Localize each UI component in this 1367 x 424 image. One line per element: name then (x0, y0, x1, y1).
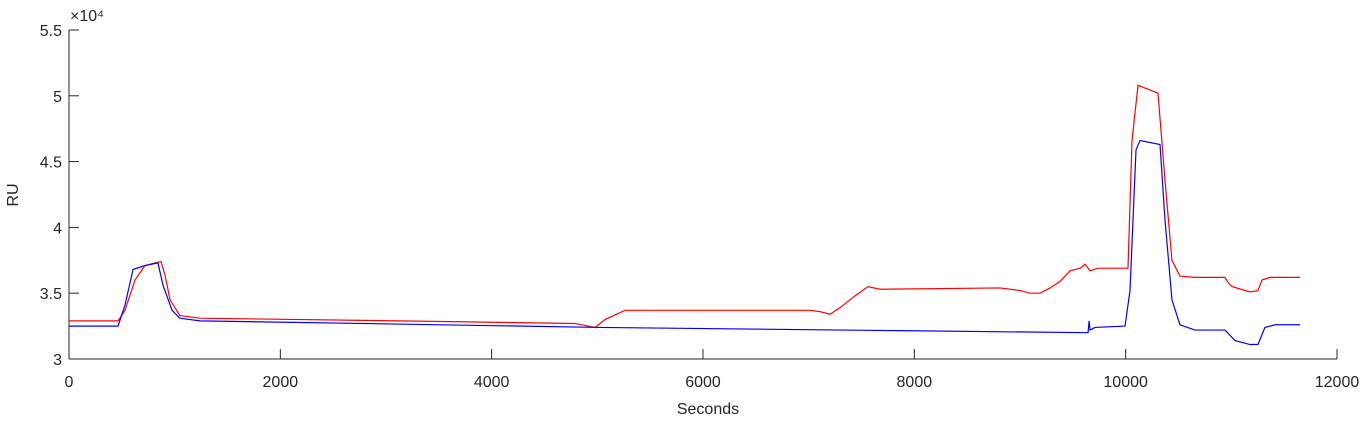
series-line (69, 84, 1301, 329)
x-axis-label: Seconds (677, 401, 739, 418)
x-tick-label: 2000 (263, 374, 299, 391)
y-tick-label: 3 (53, 352, 62, 369)
x-tick-label: 12000 (1315, 374, 1360, 391)
y-tick-label: 4 (53, 220, 62, 237)
y-tick-label: 5 (53, 89, 62, 106)
y-scale-label: ×10⁴ (70, 8, 104, 25)
y-axis-label: RU (5, 183, 22, 206)
series-line (69, 139, 1301, 346)
x-tick-label: 8000 (897, 374, 933, 391)
y-tick-label: 5.5 (40, 23, 62, 40)
x-tick-label: 6000 (685, 374, 721, 391)
x-tick-label: 10000 (1103, 374, 1148, 391)
x-tick-label: 0 (65, 374, 74, 391)
y-tick-label: 4.5 (40, 155, 62, 172)
x-tick-label: 4000 (474, 374, 510, 391)
y-tick-label: 3.5 (40, 286, 62, 303)
